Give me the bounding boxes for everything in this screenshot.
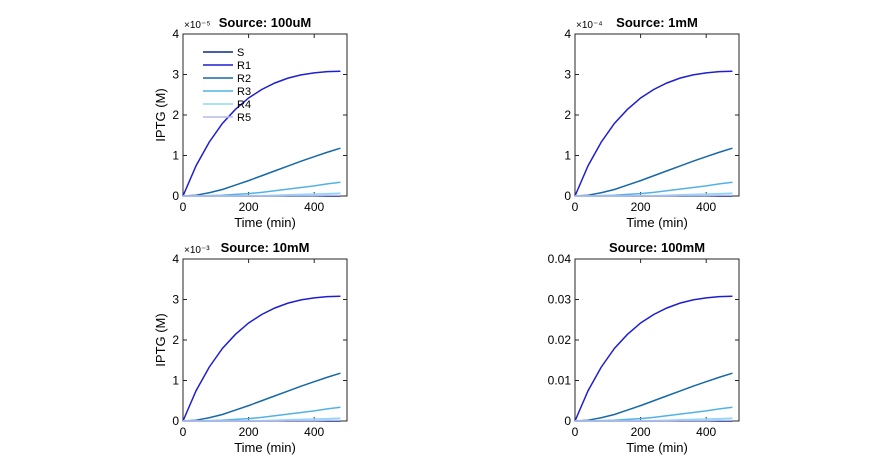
y-tick-label: 1 xyxy=(564,149,571,163)
series-line-r5 xyxy=(183,419,341,422)
y-tick-label: 3 xyxy=(172,68,179,82)
y-tick-label: 1 xyxy=(172,374,179,388)
y-tick-label: 0 xyxy=(172,414,179,428)
legend-label-r4: R4 xyxy=(237,99,251,111)
series-line-r5 xyxy=(575,419,733,422)
legend-label-s: S xyxy=(237,47,244,59)
series-line-r1 xyxy=(182,70,341,197)
x-tick-label: 0 xyxy=(572,425,579,439)
series-line-r5 xyxy=(575,194,733,197)
y-tick-label: 0.01 xyxy=(548,374,572,388)
subplot-title: Source: 10mM xyxy=(221,240,310,255)
y-multiplier: ×10⁻³ xyxy=(184,245,210,256)
y-tick-label: 0.03 xyxy=(548,293,572,307)
y-tick-label: 0.04 xyxy=(548,252,572,266)
y-multiplier: ×10⁻⁵ xyxy=(184,20,210,31)
y-tick-label: 3 xyxy=(172,293,179,307)
x-axis-label: Time (min) xyxy=(234,215,296,230)
axes-box xyxy=(182,33,348,197)
series-line-r1 xyxy=(182,295,341,422)
series-line-r2 xyxy=(182,147,341,197)
legend-label-r3: R3 xyxy=(237,86,251,98)
x-tick-label: 400 xyxy=(304,200,324,214)
series-line-r1 xyxy=(574,70,733,197)
x-tick-label: 400 xyxy=(696,200,716,214)
y-axis-label: IPTG (M) xyxy=(153,313,168,366)
y-multiplier: ×10⁻⁴ xyxy=(576,20,603,31)
subplot-title: Source: 1mM xyxy=(616,15,698,30)
y-tick-label: 2 xyxy=(172,333,179,347)
series-line-r1 xyxy=(574,295,733,422)
legend-label-r5: R5 xyxy=(237,112,251,124)
y-tick-label: 4 xyxy=(172,252,179,266)
x-tick-label: 200 xyxy=(239,425,259,439)
series-line-r2 xyxy=(574,147,733,197)
series-line-r2 xyxy=(574,372,733,422)
subplot-title: Source: 100uM xyxy=(219,15,311,30)
y-tick-label: 2 xyxy=(172,108,179,122)
y-tick-label: 1 xyxy=(172,149,179,163)
legend-label-r2: R2 xyxy=(237,73,251,85)
series-line-r5 xyxy=(183,194,341,197)
x-axis-label: Time (min) xyxy=(626,215,688,230)
x-tick-label: 400 xyxy=(696,425,716,439)
subplot-2: 0 1 2 3 4 0 200 400 ×10⁻⁴ Source: 1mM Time (min) xyxy=(564,15,740,230)
y-axis-label: IPTG (M) xyxy=(153,88,168,141)
legend-label-r1: R1 xyxy=(237,60,251,72)
axes-box xyxy=(574,258,740,422)
x-tick-label: 400 xyxy=(304,425,324,439)
y-tick-label: 4 xyxy=(172,27,179,41)
axes-box xyxy=(574,33,740,197)
x-tick-label: 0 xyxy=(180,200,187,214)
y-tick-label: 2 xyxy=(564,108,571,122)
y-tick-label: 0 xyxy=(172,189,179,203)
y-tick-label: 0 xyxy=(564,414,571,428)
y-tick-label: 4 xyxy=(564,27,571,41)
x-tick-label: 0 xyxy=(180,425,187,439)
y-tick-label: 0 xyxy=(564,189,571,203)
subplot-3: 0 1 2 3 4 0 200 400 ×10⁻³ Source: 10mM Time (min) I… xyxy=(153,240,348,455)
subplot-1: 0 1 2 3 4 0 200 400 ×10⁻⁵ Source: 100uM Time (min)… xyxy=(153,15,348,230)
x-tick-label: 200 xyxy=(631,200,651,214)
subplot-4: 0 0.01 0.02 0.03 0.04 0 200 400 Source: 100mM Tim… xyxy=(548,240,740,455)
x-axis-label: Time (min) xyxy=(626,440,688,455)
x-tick-label: 0 xyxy=(572,200,579,214)
x-axis-label: Time (min) xyxy=(234,440,296,455)
subplot-title: Source: 100mM xyxy=(609,240,705,255)
y-tick-label: 3 xyxy=(564,68,571,82)
x-tick-label: 200 xyxy=(239,200,259,214)
axes-box xyxy=(182,258,348,422)
x-tick-label: 200 xyxy=(631,425,651,439)
y-tick-label: 0.02 xyxy=(548,333,572,347)
series-line-r2 xyxy=(182,372,341,422)
